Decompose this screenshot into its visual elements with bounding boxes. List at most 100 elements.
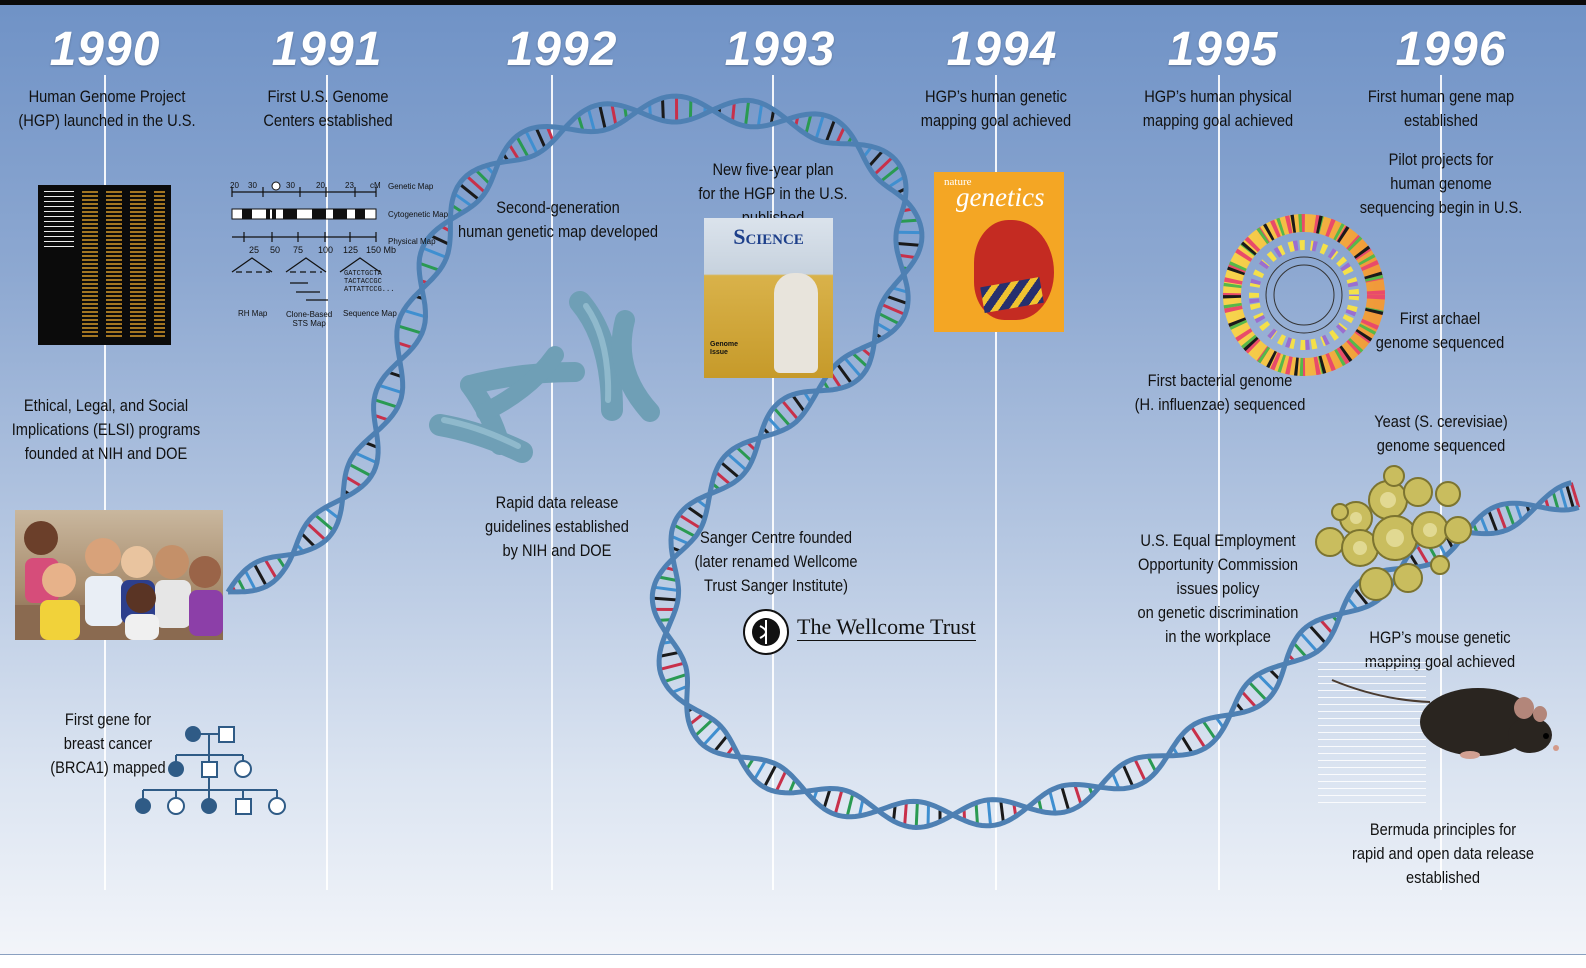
timeline-line-1995 xyxy=(1218,75,1220,890)
helix-rung xyxy=(714,470,732,486)
helix-rung xyxy=(851,351,869,369)
map-sublabel-sequence: Sequence Map xyxy=(343,309,397,318)
map-top-tick: 20 xyxy=(230,181,239,190)
nature-cover-title: genetics xyxy=(956,182,1045,212)
science-cover-title: Science xyxy=(733,224,804,249)
helix-rung xyxy=(756,103,764,127)
year-1994: 1994 xyxy=(946,23,1058,76)
helix-rung xyxy=(453,192,473,208)
map-top-tick: 23 xyxy=(345,181,354,190)
helix-rung xyxy=(895,241,921,247)
helix-rung xyxy=(1073,784,1083,806)
helix-rung xyxy=(1201,719,1217,741)
event-elsi: Ethical, Legal, and Social Implications … xyxy=(11,396,201,463)
map-bottom-tick: 75 xyxy=(293,245,304,255)
helix-rung xyxy=(726,452,748,472)
helix-rung xyxy=(686,505,706,520)
map-sublabel-rh: RH Map xyxy=(238,309,268,318)
helix-rung xyxy=(885,294,909,306)
event-rapid-data-release: Rapid data release guidelines establishe… xyxy=(485,493,629,560)
helix-rung xyxy=(652,596,679,602)
helix-rung xyxy=(354,451,378,465)
helix-rung xyxy=(1299,631,1319,653)
helix-rung xyxy=(897,253,917,260)
mouse-genetic-map xyxy=(1318,662,1426,806)
helix-rung xyxy=(458,182,481,202)
helix-rung xyxy=(659,661,686,671)
map-sequence: GATCTGCTA TACTACCGC ATTATTCCG... xyxy=(344,270,395,294)
bottom-border xyxy=(0,954,1586,968)
helix-rung xyxy=(1292,641,1308,659)
year-1991: 1991 xyxy=(271,23,383,76)
helix-rung xyxy=(730,101,736,122)
helix-rung xyxy=(753,759,767,781)
helix-rung xyxy=(524,129,539,155)
helix-rung xyxy=(344,475,363,488)
event-genetic-mapping-goal: HGP’s human genetic mapping goal achieve… xyxy=(920,87,1072,130)
top-border xyxy=(0,0,1586,5)
timeline-line-1992 xyxy=(551,75,553,890)
map-top-tick: 30 xyxy=(286,181,295,190)
event-pilot-projects: Pilot projects for human genome sequenci… xyxy=(1359,150,1523,217)
helix-rung xyxy=(1569,482,1581,508)
helix-rung xyxy=(1487,509,1499,534)
helix-rung xyxy=(243,569,257,591)
event-gene-map: First human gene map established xyxy=(1367,87,1515,130)
helix-rung xyxy=(1318,618,1334,635)
helix-rung xyxy=(610,103,618,126)
helix-rung xyxy=(1111,772,1121,790)
helix-rung xyxy=(879,164,901,183)
event-brca1: First gene for breast cancer (BRCA1) map… xyxy=(50,710,166,777)
helix-rung xyxy=(378,383,403,395)
map-top-tick: cM xyxy=(370,181,381,190)
event-genome-centers: First U.S. Genome Centers established xyxy=(263,87,393,130)
event-second-gen-map: Second-generation human genetic map deve… xyxy=(458,198,658,241)
helix-rung xyxy=(875,321,893,334)
helix-rung xyxy=(867,149,885,168)
helix-rung xyxy=(1514,502,1524,522)
helix-rung xyxy=(465,174,487,194)
helix-rung xyxy=(474,168,491,186)
helix-rung xyxy=(373,398,399,409)
helix-rung xyxy=(903,801,908,826)
helix-rung xyxy=(999,799,1005,823)
timeline-line-1993 xyxy=(772,75,774,890)
helix-strand-a xyxy=(227,93,1580,830)
helix-rung xyxy=(1423,537,1439,562)
helix-rung xyxy=(892,804,897,822)
helix-rung xyxy=(824,118,837,143)
helix-rung xyxy=(300,531,317,549)
helix-rung xyxy=(873,155,894,176)
helix-rung xyxy=(1495,505,1508,531)
helix-rung xyxy=(688,712,705,726)
helix-rung xyxy=(845,792,855,818)
helix-rung xyxy=(1432,533,1448,557)
helix-rung xyxy=(661,97,665,121)
timeline-line-1991 xyxy=(326,75,328,890)
helix-strand-b xyxy=(225,97,1573,829)
map-bottom-tick: 25 xyxy=(249,245,260,255)
helix-rung xyxy=(657,575,678,583)
event-archaeal-genome: First archael genome sequenced xyxy=(1375,309,1505,352)
science-cover-tag: Genome Issue xyxy=(710,341,739,356)
year-1996: 1996 xyxy=(1395,23,1507,76)
science-magazine-cover: Science Genome Issue xyxy=(704,218,833,378)
map-top-tick: 30 xyxy=(248,181,257,190)
helix-rung xyxy=(1415,544,1430,566)
helix-rung xyxy=(1146,755,1158,773)
children-illustration xyxy=(15,521,223,640)
helix-rung xyxy=(835,126,846,145)
helix-rung xyxy=(835,362,854,385)
year-1993: 1993 xyxy=(724,23,836,76)
year-1990: 1990 xyxy=(49,23,161,76)
helix-rung xyxy=(774,769,788,793)
helix-rung xyxy=(670,534,690,546)
helix-rung xyxy=(766,415,782,433)
helix-rung xyxy=(313,513,335,532)
helix-rung xyxy=(671,684,688,694)
helix-rung xyxy=(263,558,278,580)
helix-rung xyxy=(719,460,741,480)
nature-genetics-cover: nature genetics xyxy=(934,172,1064,332)
